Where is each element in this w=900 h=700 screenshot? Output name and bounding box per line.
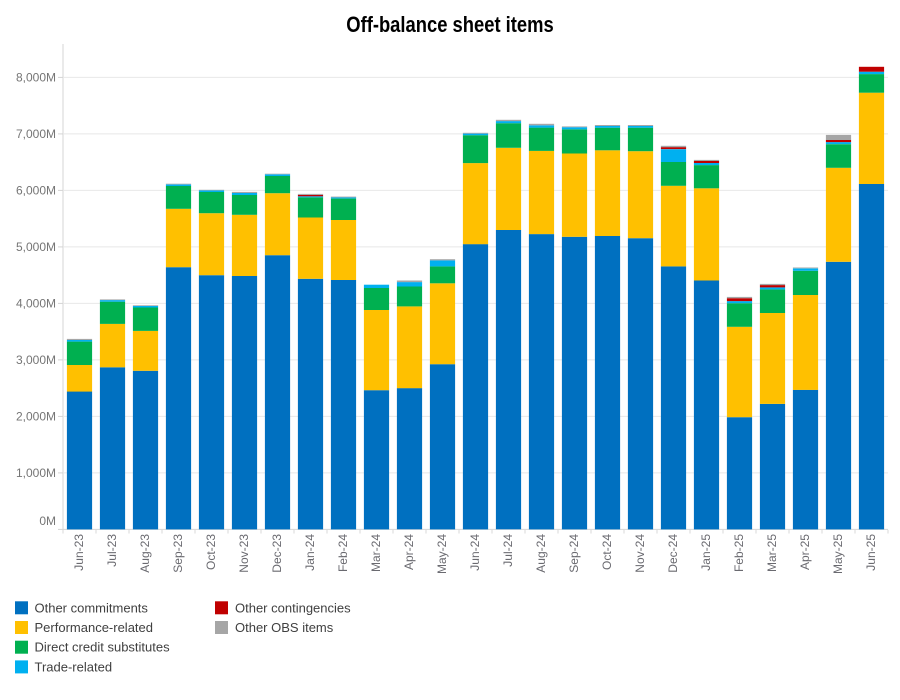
svg-text:Sep-23: Sep-23: [171, 534, 185, 573]
svg-text:3,000M: 3,000M: [16, 353, 56, 367]
svg-text:Other contingencies: Other contingencies: [235, 600, 351, 615]
svg-text:5,000M: 5,000M: [16, 240, 56, 254]
svg-text:0M: 0M: [39, 514, 56, 528]
svg-text:Dec-24: Dec-24: [666, 534, 680, 573]
svg-text:Dec-23: Dec-23: [270, 534, 284, 573]
svg-text:Aug-23: Aug-23: [138, 534, 152, 573]
svg-text:Jan-25: Jan-25: [699, 534, 713, 571]
svg-text:Mar-25: Mar-25: [765, 534, 779, 572]
svg-text:Nov-24: Nov-24: [633, 534, 647, 573]
svg-text:1,000M: 1,000M: [16, 466, 56, 480]
svg-text:Jun-25: Jun-25: [864, 534, 878, 571]
svg-text:Jan-24: Jan-24: [303, 534, 317, 571]
svg-text:Jul-23: Jul-23: [105, 534, 119, 567]
svg-text:Nov-23: Nov-23: [237, 534, 251, 573]
svg-text:May-24: May-24: [435, 534, 449, 574]
svg-text:8,000M: 8,000M: [16, 71, 56, 85]
svg-text:Oct-24: Oct-24: [600, 534, 614, 570]
svg-text:Apr-24: Apr-24: [402, 534, 416, 570]
svg-text:Trade-related: Trade-related: [35, 659, 113, 674]
svg-text:6,000M: 6,000M: [16, 184, 56, 198]
svg-text:Direct credit substitutes: Direct credit substitutes: [35, 640, 171, 655]
svg-text:Other commitments: Other commitments: [35, 600, 149, 615]
svg-text:Jun-24: Jun-24: [468, 534, 482, 571]
svg-text:7,000M: 7,000M: [16, 127, 56, 141]
svg-text:Off-balance sheet items: Off-balance sheet items: [346, 13, 553, 38]
svg-text:Jun-23: Jun-23: [72, 534, 86, 571]
svg-text:Feb-25: Feb-25: [732, 534, 746, 572]
svg-text:Sep-24: Sep-24: [567, 534, 581, 573]
svg-text:Jul-24: Jul-24: [501, 534, 515, 567]
svg-text:Aug-24: Aug-24: [534, 534, 548, 573]
svg-text:Performance-related: Performance-related: [35, 620, 154, 635]
svg-text:May-25: May-25: [831, 534, 845, 574]
svg-text:Other OBS items: Other OBS items: [235, 620, 334, 635]
svg-text:Feb-24: Feb-24: [336, 534, 350, 572]
svg-text:4,000M: 4,000M: [16, 297, 56, 311]
svg-text:2,000M: 2,000M: [16, 410, 56, 424]
svg-text:Mar-24: Mar-24: [369, 534, 383, 572]
svg-text:Oct-23: Oct-23: [204, 534, 218, 570]
svg-text:Apr-25: Apr-25: [798, 534, 812, 570]
